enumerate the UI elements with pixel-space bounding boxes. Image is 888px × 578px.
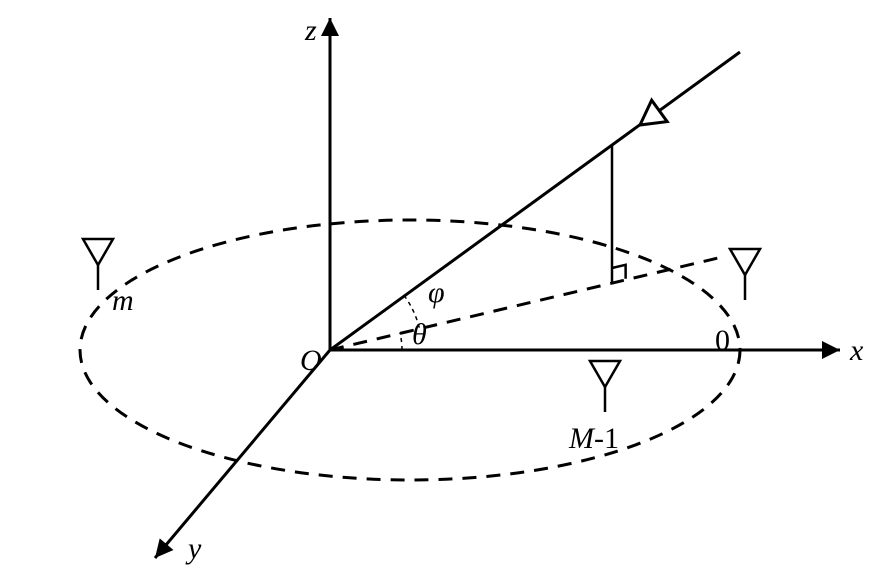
svg-text:0: 0: [715, 324, 730, 357]
svg-text:m: m: [112, 284, 134, 317]
svg-text:M-1: M-1: [568, 422, 619, 455]
svg-text:φ: φ: [428, 276, 445, 309]
svg-text:z: z: [304, 14, 317, 47]
svg-text:y: y: [185, 532, 202, 565]
svg-text:x: x: [849, 334, 864, 367]
svg-text:θ: θ: [412, 318, 427, 351]
svg-text:O: O: [300, 344, 322, 377]
